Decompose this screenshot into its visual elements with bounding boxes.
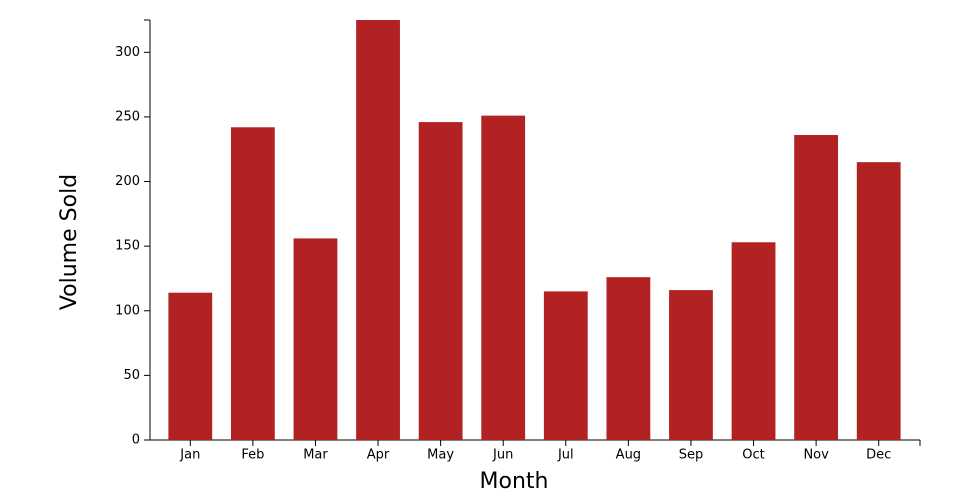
y-tick-label: 150 [115, 239, 140, 254]
x-tick-label: Dec [866, 448, 891, 463]
y-tick-label: 300 [115, 45, 140, 60]
y-tick-label: 250 [115, 109, 140, 124]
x-tick-label: Jan [179, 448, 200, 463]
bar [230, 127, 275, 440]
bar [543, 291, 588, 440]
y-axis-title: Volume Sold [57, 174, 82, 310]
bar [731, 242, 776, 440]
x-tick-label: Jul [557, 448, 574, 463]
bar [856, 162, 901, 440]
bar [794, 135, 839, 440]
bar [606, 277, 651, 440]
x-tick-label: May [427, 448, 454, 463]
x-tick-label: Aug [616, 448, 641, 463]
bar [293, 238, 338, 440]
y-tick-label: 50 [123, 368, 140, 383]
x-axis-title: Month [480, 469, 549, 494]
x-tick-label: Mar [303, 448, 328, 463]
y-tick-label: 0 [132, 433, 140, 448]
bar [356, 20, 400, 440]
x-tick-label: Feb [241, 448, 264, 463]
x-tick-label: Apr [367, 448, 390, 463]
bar [481, 115, 526, 440]
bar [168, 292, 213, 440]
y-tick-label: 100 [115, 303, 140, 318]
bar [418, 122, 463, 440]
bar [669, 290, 713, 440]
x-tick-label: Nov [803, 448, 829, 463]
y-tick-label: 200 [115, 174, 140, 189]
x-tick-label: Jun [492, 448, 513, 463]
x-tick-label: Oct [742, 448, 764, 463]
x-tick-label: Sep [679, 448, 704, 463]
